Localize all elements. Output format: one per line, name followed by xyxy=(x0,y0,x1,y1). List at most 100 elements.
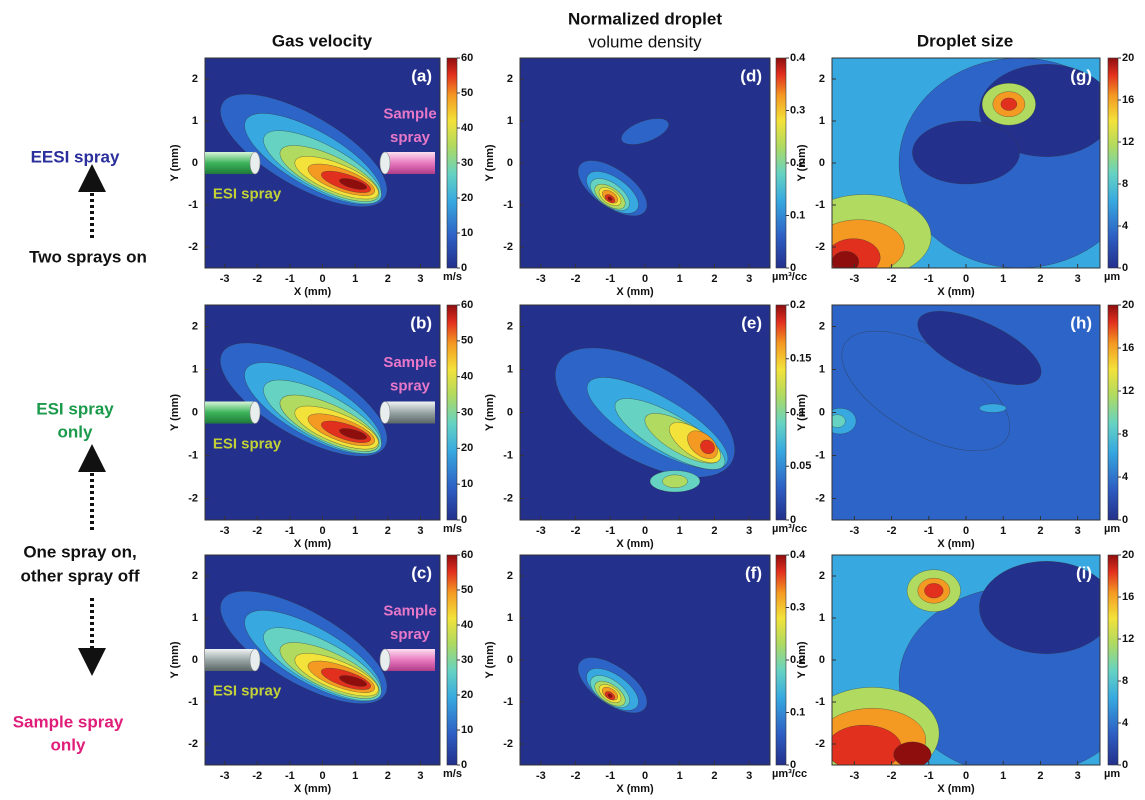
colorbar-tick-label: 60 xyxy=(461,549,473,561)
row-note: Two sprays on xyxy=(29,247,147,266)
x-tick-label: 0 xyxy=(642,770,648,782)
y-tick-label: 2 xyxy=(819,73,825,85)
panel-label: (a) xyxy=(411,66,432,85)
colorbar-tick-label: 12 xyxy=(1122,633,1134,645)
x-tick-label: 0 xyxy=(319,770,325,782)
colorbar-unit: m/s xyxy=(443,523,462,535)
contour-plot xyxy=(832,305,1100,520)
x-tick-label: -2 xyxy=(571,273,581,285)
colorbar-unit: µm xyxy=(1104,768,1120,780)
x-axis-label: X (mm) xyxy=(616,783,654,795)
x-tick-label: -2 xyxy=(252,273,262,285)
x-tick-label: 2 xyxy=(711,770,717,782)
y-tick-label: 1 xyxy=(192,115,198,127)
spray-nozzle-end xyxy=(249,151,261,175)
y-tick-label: 1 xyxy=(819,115,825,127)
x-tick-label: -2 xyxy=(252,525,262,537)
y-tick-label: 1 xyxy=(507,115,513,127)
y-tick-label: 0 xyxy=(507,406,513,418)
y-tick-label: -1 xyxy=(815,449,825,461)
colorbar-tick-label: 0 xyxy=(461,514,467,526)
x-tick-label: 3 xyxy=(1075,525,1081,537)
x-tick-label: -3 xyxy=(220,770,230,782)
x-tick-label: -1 xyxy=(924,525,934,537)
colorbar-tick-label: 0.2 xyxy=(790,299,805,311)
panel-label: (d) xyxy=(740,66,762,85)
y-axis-label: Y (mm) xyxy=(169,641,181,678)
x-tick-label: 1 xyxy=(677,770,683,782)
x-tick-label: 1 xyxy=(352,525,358,537)
colorbar-tick-label: 0.4 xyxy=(790,52,806,64)
y-tick-label: -1 xyxy=(503,199,513,211)
x-tick-label: -3 xyxy=(536,770,546,782)
contour-region xyxy=(917,311,1042,385)
y-tick-label: -2 xyxy=(188,738,198,750)
colorbar-tick-label: 20 xyxy=(1122,299,1134,311)
y-tick-label: 2 xyxy=(819,320,825,332)
x-axis-label: X (mm) xyxy=(294,286,332,298)
row-label: EESI spray xyxy=(31,147,120,166)
column-title: Gas velocity xyxy=(272,31,373,50)
colorbar-tick-label: 0.2 xyxy=(790,157,805,169)
colorbar-tick-label: 20 xyxy=(461,689,473,701)
y-tick-label: -2 xyxy=(503,738,513,750)
y-tick-label: 2 xyxy=(819,570,825,582)
colorbar-tick-label: 8 xyxy=(1122,178,1128,190)
contour-background xyxy=(520,555,770,765)
x-tick-label: -3 xyxy=(536,273,546,285)
spray-nozzle-end xyxy=(379,648,391,672)
y-tick-label: -2 xyxy=(815,738,825,750)
y-axis-label: Y (mm) xyxy=(796,641,808,678)
colorbar-tick-label: 20 xyxy=(461,442,473,454)
contour-plot xyxy=(832,555,1100,765)
colorbar-unit: µm³/cc xyxy=(772,523,807,535)
y-tick-label: 0 xyxy=(819,406,825,418)
x-tick-label: 2 xyxy=(711,525,717,537)
x-tick-label: 0 xyxy=(963,770,969,782)
x-axis-label: X (mm) xyxy=(294,783,332,795)
y-tick-label: -1 xyxy=(188,199,198,211)
y-tick-label: 0 xyxy=(192,654,198,666)
x-axis-label: X (mm) xyxy=(937,286,975,298)
colorbar-tick-label: 20 xyxy=(1122,52,1134,64)
x-tick-label: 3 xyxy=(1075,273,1081,285)
colorbar-tick-label: 0.15 xyxy=(790,353,811,365)
colorbar-tick-label: 16 xyxy=(1122,342,1134,354)
y-axis-label: Y (mm) xyxy=(169,394,181,431)
x-tick-label: 3 xyxy=(417,770,423,782)
colorbar-tick-label: 0 xyxy=(461,262,467,274)
y-tick-label: -1 xyxy=(503,696,513,708)
x-tick-label: 0 xyxy=(963,525,969,537)
y-axis-label: Y (mm) xyxy=(169,144,181,181)
spray-label: ESI spray xyxy=(213,436,282,453)
contour-region xyxy=(832,250,860,268)
colorbar-tick-label: 8 xyxy=(1122,675,1128,687)
contour-region xyxy=(1000,97,1018,111)
colorbar-unit: µm³/cc xyxy=(772,271,807,283)
colorbar-tick-label: 16 xyxy=(1122,94,1134,106)
panel-label: (f) xyxy=(745,563,762,582)
colorbar-tick-label: 0.1 xyxy=(790,706,805,718)
spray-label: ESI spray xyxy=(213,682,282,699)
x-tick-label: -2 xyxy=(887,273,897,285)
spray-label: ESI spray xyxy=(213,185,282,202)
y-tick-label: 1 xyxy=(819,612,825,624)
x-tick-label: 2 xyxy=(385,770,391,782)
colorbar-tick-label: 10 xyxy=(461,478,473,490)
colorbar-tick-label: 0.3 xyxy=(790,104,805,116)
spray-nozzle xyxy=(205,401,255,424)
x-tick-label: -1 xyxy=(285,525,295,537)
colorbar-tick-label: 0.4 xyxy=(790,549,806,561)
x-tick-label: 2 xyxy=(1037,770,1043,782)
colorbar-tick-label: 10 xyxy=(461,724,473,736)
y-tick-label: -2 xyxy=(503,241,513,253)
x-axis-label: X (mm) xyxy=(937,783,975,795)
colorbar-unit: m/s xyxy=(443,768,462,780)
panel-label: (i) xyxy=(1076,563,1092,582)
x-tick-label: -1 xyxy=(605,770,615,782)
colorbar-tick-label: 40 xyxy=(461,371,473,383)
x-tick-label: -2 xyxy=(887,770,897,782)
colorbar xyxy=(446,304,458,521)
colorbar-tick-label: 40 xyxy=(461,122,473,134)
colorbar-tick-label: 30 xyxy=(461,406,473,418)
